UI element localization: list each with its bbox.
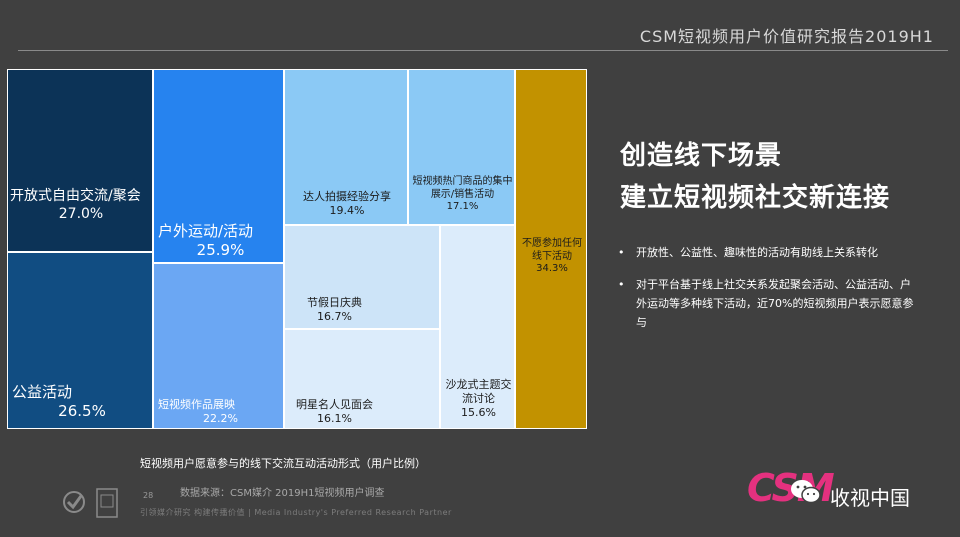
treemap-value-label: 16.1% <box>317 411 352 425</box>
treemap-category-label: 明星名人见面会 <box>296 398 373 411</box>
treemap-value-label: 15.6% <box>461 405 496 419</box>
treemap-category-label: 节假日庆典 <box>307 296 362 309</box>
page-number: 28 <box>143 491 154 500</box>
footer-tagline: 引领媒介研究 构建传播价值 | Media Industry's Preferr… <box>140 508 452 517</box>
treemap-tile-charity: 公益活动 26.5% <box>7 252 153 429</box>
treemap-tile-open-exchange: 开放式自由交流/聚会 27.0% <box>7 69 153 252</box>
treemap-value-label: 25.9% <box>196 240 245 259</box>
treemap-tile-celebrity-meetup: 明星名人见面会 16.1% <box>284 329 440 429</box>
treemap-label: 明星名人见面会 16.1% <box>287 398 382 426</box>
treemap-label: 达人拍摄经验分享 19.4% <box>287 190 407 218</box>
treemap-tile-expert-sharing: 达人拍摄经验分享 19.4% <box>284 69 408 225</box>
header-divider <box>18 50 948 51</box>
bullet-item: • 对于平台基于线上社交关系发起聚会活动、公益活动、户外运动等多种线下活动，近7… <box>618 275 918 332</box>
treemap-chart: 开放式自由交流/聚会 27.0% 公益活动 26.5% 户外运动/活动 25.9% 短视频作… <box>7 69 587 429</box>
bullet-item: • 开放性、公益性、趣味性的活动有助线上关系转化 <box>618 243 918 262</box>
treemap-value-label: 22.2% <box>203 411 238 425</box>
report-title: CSM短视频用户价值研究报告2019H1 <box>639 27 934 46</box>
treemap-label: 户外运动/活动 25.9% <box>158 222 283 260</box>
treemap-tile-hot-products: 短视频热门商品的集中展示/销售活动 17.1% <box>408 69 515 225</box>
treemap-value-label: 27.0% <box>58 205 104 222</box>
bullet-dot: • <box>618 278 625 291</box>
treemap-tile-not-willing: 不愿参加任何线下活动 34.3% <box>515 69 587 429</box>
treemap-tile-holiday-celebration: 节假日庆典 16.7% <box>284 225 440 329</box>
headline-line-2: 建立短视频社交新连接 <box>620 183 891 213</box>
treemap-value-label: 26.5% <box>58 401 106 420</box>
treemap-tile-video-screening: 短视频作品展映 22.2% <box>153 263 284 429</box>
bullet-text: 开放性、公益性、趣味性的活动有助线上关系转化 <box>636 246 878 259</box>
treemap-category-label: 户外运动/活动 <box>158 222 254 240</box>
treemap-category-label: 开放式自由交流/聚会 <box>10 188 141 204</box>
treemap-label: 短视频热门商品的集中展示/销售活动 17.1% <box>411 176 514 214</box>
wechat-icon <box>791 480 821 504</box>
treemap-tile-salon-discussion: 沙龙式主题交流讨论 15.6% <box>440 225 515 429</box>
treemap-category-label: 不愿参加任何线下活动 <box>522 238 582 262</box>
treemap-category-label: 短视频热门商品的集中展示/销售活动 <box>412 176 513 200</box>
chart-caption: 短视频用户愿意参与的线下交流互动活动形式（用户比例） <box>140 457 426 470</box>
treemap-category-label: 达人拍摄经验分享 <box>303 190 391 203</box>
bullet-text: 对于平台基于线上社交关系发起聚会活动、公益活动、户外运动等多种线下活动，近70%… <box>636 278 914 329</box>
treemap-label: 短视频作品展映 22.2% <box>158 398 283 426</box>
treemap-value-label: 19.4% <box>329 203 365 217</box>
treemap-category-label: 沙龙式主题交流讨论 <box>445 378 512 405</box>
certification-mark-icon <box>63 491 85 513</box>
treemap-category-label: 短视频作品展映 <box>158 398 235 411</box>
treemap-value-label: 34.3% <box>536 263 568 274</box>
treemap-label: 开放式自由交流/聚会 27.0% <box>10 188 152 223</box>
data-source: 数据来源：CSM媒介 2019H1短视频用户调查 <box>180 488 385 499</box>
csm-logo: CSM <box>747 466 835 510</box>
treemap-tile-outdoor: 户外运动/活动 25.9% <box>153 69 284 263</box>
treemap-category-label: 公益活动 <box>12 383 73 401</box>
bullet-dot: • <box>618 246 625 259</box>
treemap-label: 公益活动 26.5% <box>12 383 152 421</box>
treemap-value-label: 17.1% <box>446 201 479 212</box>
treemap-label: 节假日庆典 16.7% <box>287 296 382 324</box>
treemap-label: 沙龙式主题交流讨论 15.6% <box>443 378 514 419</box>
headline-line-1: 创造线下场景 <box>620 141 783 171</box>
brand-name: 收视中国 <box>830 486 910 510</box>
seal-icon <box>96 488 118 518</box>
treemap-value-label: 16.7% <box>317 309 352 323</box>
treemap-label: 不愿参加任何线下活动 34.3% <box>519 238 585 276</box>
